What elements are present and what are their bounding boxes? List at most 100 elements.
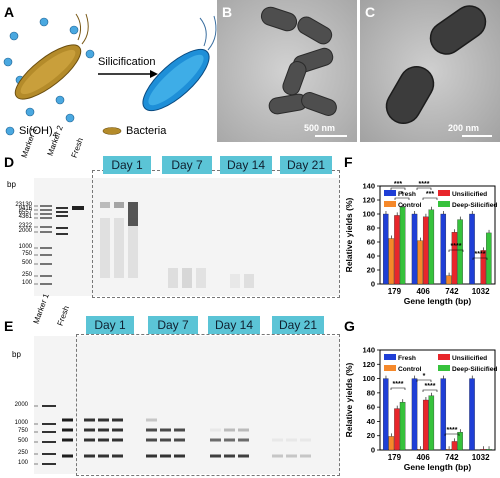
panel-d-marker-label: 1000 [18,244,32,250]
bar [428,395,435,451]
x-tick-label: 406 [416,287,430,296]
panel-d-marker-label: 4361 [18,214,32,220]
significance-mark: *** [426,191,434,198]
x-tick-label: 1032 [472,453,490,462]
sample-band [146,428,157,432]
legend-siooh-sub: 4 [52,132,57,140]
panel-d-marker-label: 100 [21,280,32,286]
y-tick-label: 20 [367,431,375,440]
panel-c-tem-image [360,0,500,142]
significance-bracket [416,187,432,190]
bar [446,449,452,451]
marker-band [42,441,56,443]
bar [446,275,452,285]
panel-e-day-frame [76,334,340,476]
panel-d-label: D [4,154,15,170]
panel-d-marker-label: 250 [21,272,32,278]
sample-band [84,454,95,458]
bar [457,431,463,451]
panel-d-day-frame [92,170,340,298]
legend-label: Deep-Silicified [452,202,497,209]
bar [440,213,447,285]
sample-band [238,428,249,432]
bar [457,219,463,285]
legend-swatch [384,354,396,360]
marker-band [40,226,52,228]
panel-e-label: E [4,318,14,334]
marker-band [42,453,56,455]
sample-band [84,438,95,442]
sample-band [112,428,123,432]
legend-label: Control [398,202,422,209]
bar [383,378,389,451]
y-tick-label: 0 [371,446,375,455]
legend-label: Control [398,366,422,373]
marker-band [42,423,56,425]
sample-band [238,454,249,458]
panel-e-gel-bands [34,405,311,465]
y-tick-label: 60 [367,238,375,247]
marker-band [40,231,52,233]
bar [399,401,406,451]
sample-band [272,438,283,442]
bar [411,213,418,285]
significance-bracket [390,187,406,190]
day7-smear [168,268,178,288]
marker-band [42,431,56,433]
sample-band [238,438,249,442]
panel-d-marker-label: 23130 [15,202,32,208]
bacterium-right [142,15,217,112]
sample-band [174,428,185,432]
sample-band [160,454,171,458]
legend-swatch [438,365,450,371]
bar [422,216,429,285]
significance-mark: *** [394,181,402,188]
sample-band [210,438,221,442]
significance-mark: **** [425,383,436,390]
sample-band [272,454,283,458]
panel-e-lane-marker1: Marker 1 [31,292,51,325]
sample-band [210,428,221,432]
bar [388,238,395,285]
panel-f-label: F [344,154,353,170]
bar [411,378,418,451]
panel-e-marker-label: 100 [17,460,28,466]
legend-label: Unsilicified [452,355,487,362]
sample-band [160,438,171,442]
day7-smear [182,268,192,288]
legend-label: Unsilicified [452,191,487,198]
day1-band [114,202,124,208]
day1-band [100,202,110,208]
panel-f-chart: 0 20 40 60 80 100 120 140 Relative yields (%) Gen… [344,181,497,306]
marker-band [40,205,52,207]
significance-bracket [422,389,438,392]
bacterium-left [14,13,89,100]
sample-band [286,454,297,458]
x-axis-label: Gene length (bp) [404,462,472,472]
panel-d-marker-label: 2000 [18,228,32,234]
y-axis-label: Relative yields (%) [344,363,354,438]
sample-band [224,438,235,442]
marker-band [40,254,52,256]
y-tick-label: 140 [362,346,375,355]
marker2-band [56,233,68,235]
y-tick-label: 0 [371,280,375,289]
plot-frame [379,185,496,285]
marker2-band [56,227,68,229]
legend-bacteria: Bacteria [126,125,167,137]
panel-e-day1: Day 1 [86,316,134,334]
panel-d-marker-label: 2322 [18,223,32,229]
marker-band [40,217,52,219]
legend-label: Deep-Silicified [452,366,497,373]
bar [422,399,429,451]
sample-band [112,438,123,442]
sample-band [84,428,95,432]
legend-swatch [438,190,450,196]
marker-band [40,283,52,285]
significance-bracket [416,379,432,382]
sample-band [160,428,171,432]
bar [440,378,447,451]
day14-smear [230,274,240,288]
panel-d-gel [34,178,340,296]
significance-bracket [394,197,410,200]
